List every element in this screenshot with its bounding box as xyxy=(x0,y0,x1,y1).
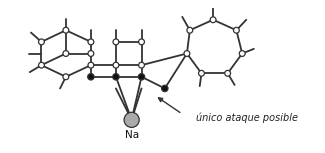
Circle shape xyxy=(187,27,193,33)
Circle shape xyxy=(199,70,204,76)
Circle shape xyxy=(39,62,44,68)
Circle shape xyxy=(113,62,119,68)
Circle shape xyxy=(88,62,94,68)
Circle shape xyxy=(63,51,69,56)
Circle shape xyxy=(239,51,245,56)
Circle shape xyxy=(138,74,145,80)
Circle shape xyxy=(139,39,144,45)
Circle shape xyxy=(184,51,190,56)
Circle shape xyxy=(139,62,144,68)
Circle shape xyxy=(113,39,119,45)
Circle shape xyxy=(210,17,216,23)
Circle shape xyxy=(113,74,119,80)
Circle shape xyxy=(63,74,69,80)
Circle shape xyxy=(88,51,94,56)
Text: Na: Na xyxy=(124,130,139,140)
Circle shape xyxy=(233,27,239,33)
Text: único ataque posible: único ataque posible xyxy=(196,112,298,123)
Circle shape xyxy=(88,74,94,80)
Circle shape xyxy=(88,39,94,45)
Circle shape xyxy=(162,85,168,92)
Circle shape xyxy=(225,70,230,76)
Circle shape xyxy=(63,27,69,33)
Circle shape xyxy=(39,39,44,45)
Circle shape xyxy=(124,112,139,127)
